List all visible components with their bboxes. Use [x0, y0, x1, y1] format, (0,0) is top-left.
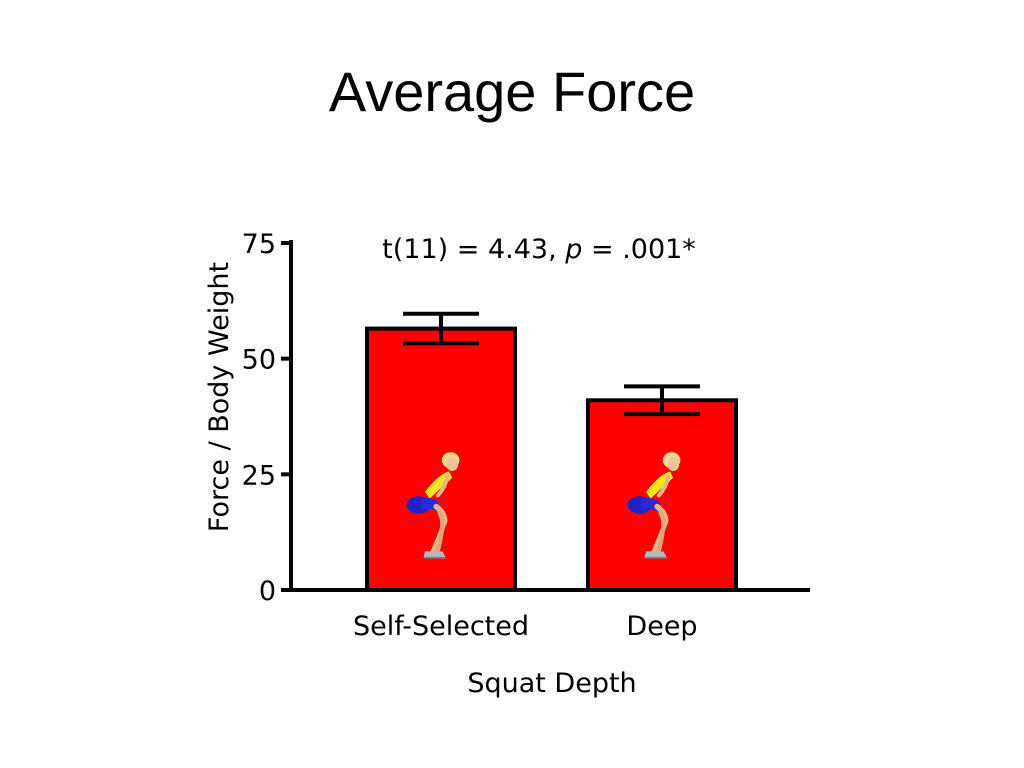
- stats-annotation-prefix: t(11) = 4.43,: [382, 234, 565, 265]
- y-tick-label: 25: [242, 460, 276, 491]
- stats-annotation: t(11) = 4.43, p = .001*: [382, 234, 696, 265]
- x-tick-label: Deep: [626, 611, 697, 642]
- x-axis-label: Squat Depth: [467, 668, 636, 699]
- bar: [365, 326, 517, 592]
- y-axis-label: Force / Body Weight: [204, 262, 235, 532]
- bar: [586, 398, 738, 592]
- y-tick-label: 75: [242, 229, 276, 260]
- page-title: Average Force: [328, 60, 696, 123]
- y-tick-label: 0: [259, 576, 276, 607]
- bars: Self-Selected Deep: [353, 311, 738, 642]
- y-ticks: 0 25 50 75: [242, 229, 291, 607]
- stats-annotation-suffix: = .001*: [582, 234, 695, 265]
- y-tick-label: 50: [242, 345, 276, 376]
- stats-annotation-p-symbol: p: [564, 234, 582, 265]
- x-tick-label: Self-Selected: [353, 611, 529, 642]
